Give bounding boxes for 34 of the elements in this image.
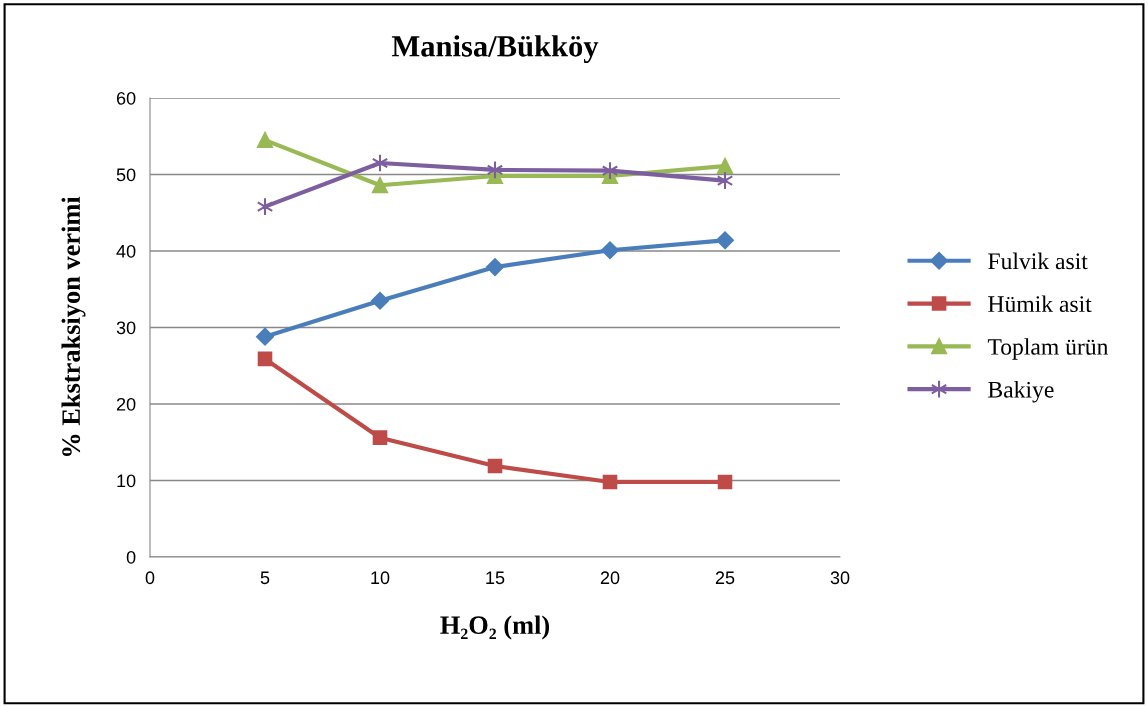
x-tick-label: 25: [715, 571, 735, 585]
point: [371, 291, 389, 310]
x-tick-label: 30: [830, 571, 850, 585]
x-tick-label: 10: [371, 571, 390, 585]
y-tick-label: 30: [116, 321, 136, 335]
point: [487, 458, 503, 474]
x-tick-label: 5: [260, 571, 270, 585]
y-axis-title: % Ekstraksiyon verimi: [61, 196, 86, 457]
y-tick-label: 50: [116, 168, 136, 182]
point: [601, 241, 619, 260]
x-tick-label: 20: [600, 571, 620, 585]
legend-label: Fulvik asit: [988, 252, 1088, 270]
legend-label: Toplam ürün: [987, 338, 1109, 360]
y-tick-label: 40: [116, 244, 136, 258]
point: [257, 351, 273, 367]
point: [372, 430, 388, 445]
x-axis-title: H₂O₂ (ml): [440, 615, 550, 640]
point: [486, 258, 504, 276]
y-tick-label: 20: [116, 397, 136, 411]
x-tick-label: 15: [486, 571, 505, 585]
legend-label: Hümik asit: [988, 295, 1092, 313]
point: [716, 231, 734, 250]
point: [257, 132, 273, 149]
point: [256, 327, 274, 346]
y-tick-label: 10: [117, 474, 136, 488]
point: [717, 474, 733, 490]
point: [372, 177, 388, 194]
legend-label: Bakiye: [988, 381, 1054, 403]
point: [602, 474, 618, 490]
chart-title: Manisa/Bükköy: [391, 35, 599, 63]
x-tick-label: 0: [145, 571, 155, 585]
y-tick-label: 60: [116, 91, 136, 105]
point: [717, 158, 733, 175]
y-tick-label: 0: [126, 550, 136, 564]
